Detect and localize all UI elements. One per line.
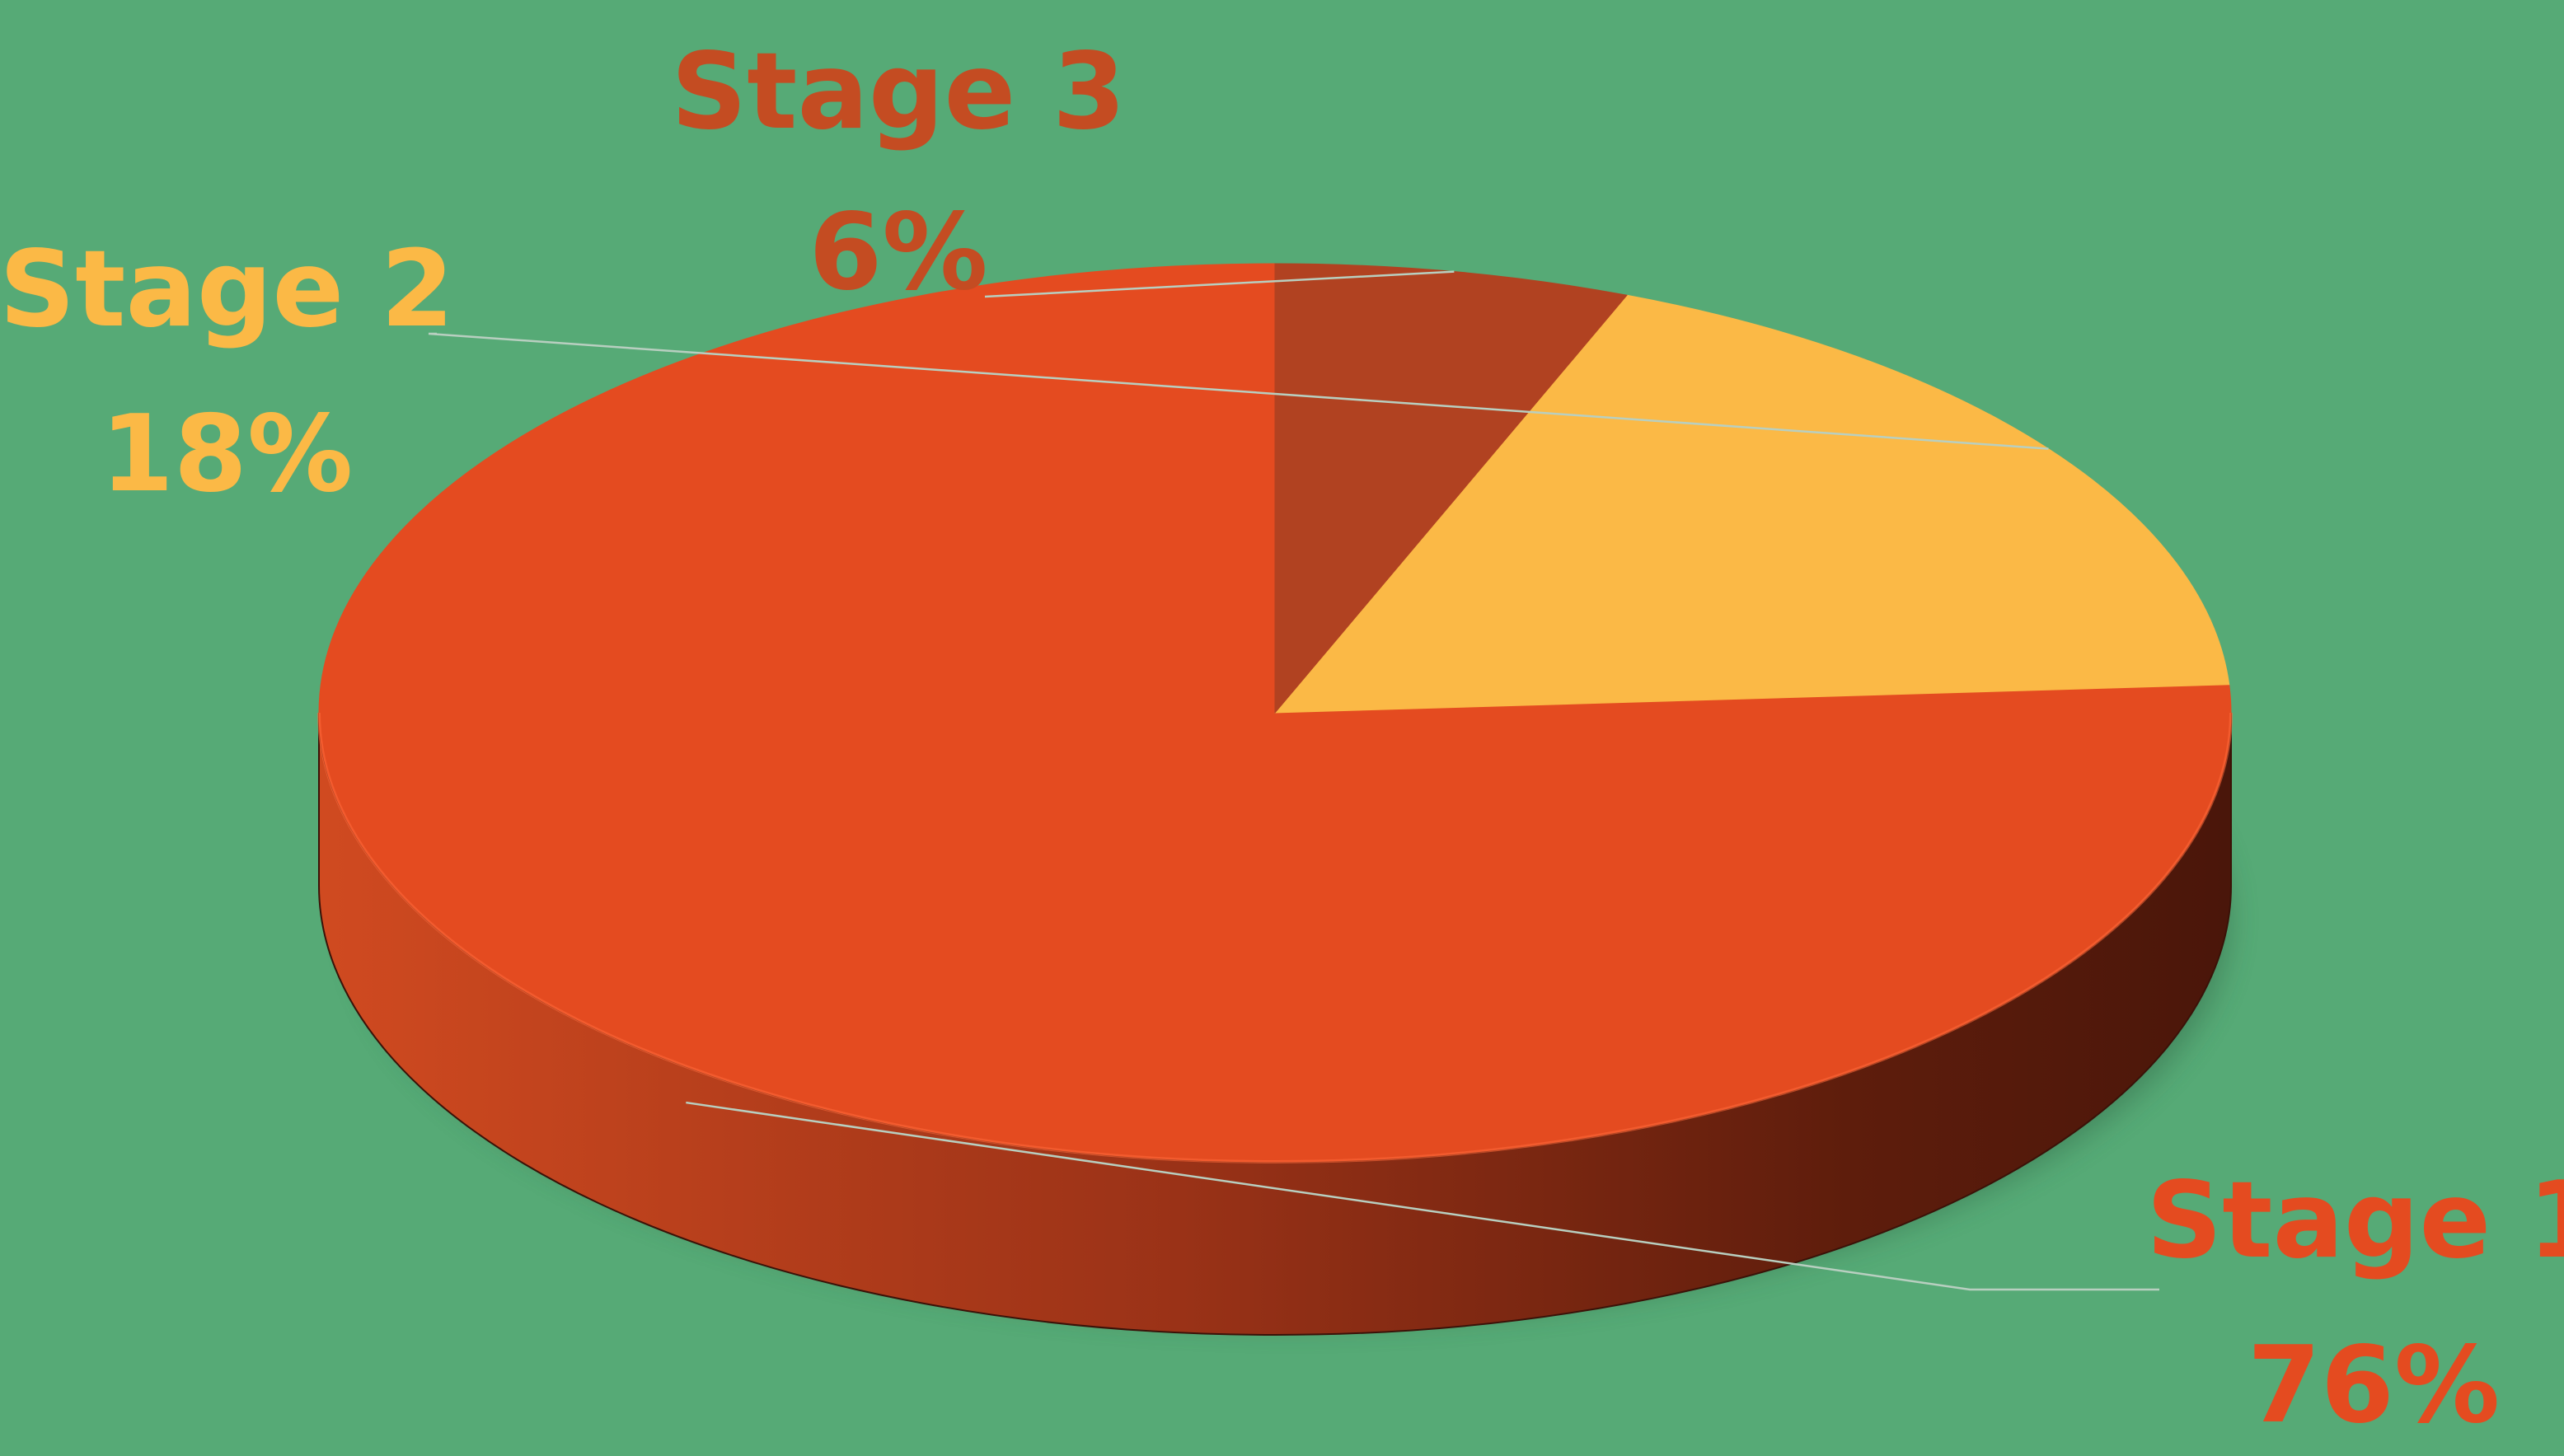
slice-label-stage-1: Stage 1 xyxy=(2146,1159,2564,1282)
slice-value-stage-3: 6% xyxy=(809,191,987,314)
leader-line-stage-2 xyxy=(428,332,2049,450)
pie-top-surface xyxy=(317,263,2233,1163)
leader-line-stage-3 xyxy=(984,270,1455,298)
slice-labels: Stage 1 76% Stage 2 18% Stage 3 6% xyxy=(0,30,2564,1447)
slice-value-stage-2: 18% xyxy=(101,393,353,516)
slice-value-stage-1: 76% xyxy=(2248,1324,2500,1447)
slice-label-stage-3: Stage 3 xyxy=(671,30,1126,153)
slice-label-stage-2: Stage 2 xyxy=(0,228,454,351)
pie-rim-highlight xyxy=(317,712,2233,1163)
leader-lines xyxy=(428,270,2159,1291)
leader-line-stage-1 xyxy=(686,1101,2159,1291)
